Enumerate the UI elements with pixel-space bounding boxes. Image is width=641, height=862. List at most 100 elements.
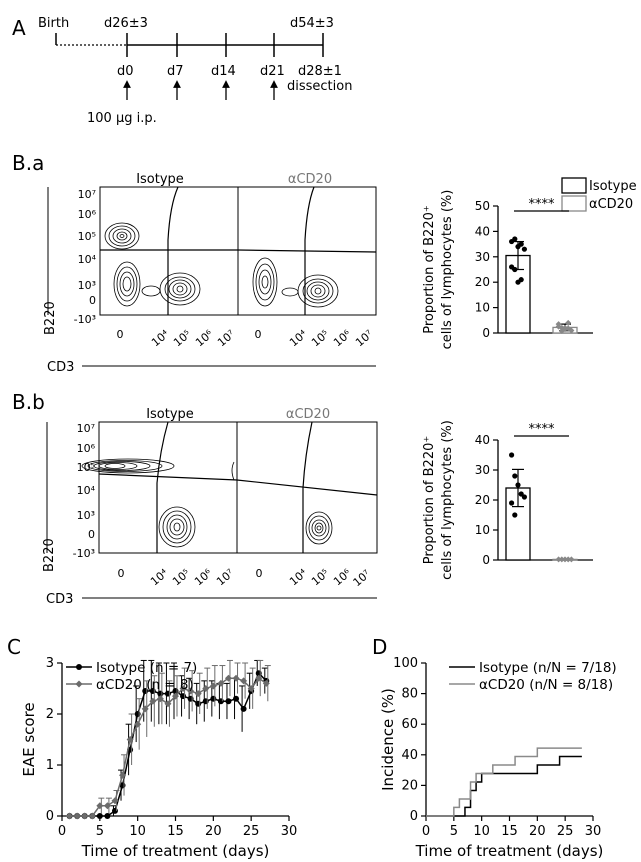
flow-bb-cd20-frame xyxy=(236,421,378,554)
panel-ba-letter: B.a xyxy=(12,151,44,175)
flow-bb-y-ticks: 10⁷ 10⁶ 10⁵ 10⁴ 10³ 0 -10³ xyxy=(73,422,96,560)
flow-ba-cd20-frame xyxy=(237,186,377,316)
flow-bb-ytick-4: 10³ xyxy=(77,509,95,522)
bar-ba-point-0-8 xyxy=(518,277,524,283)
panel-bb-flow: B.b Isotype αCD20 10⁷ 10⁶ 10⁵ 10⁴ 10³ 0 … xyxy=(12,390,378,607)
line-c-point-0-21 xyxy=(225,698,232,705)
line-c-legend-label-1: αCD20 (n = 8) xyxy=(96,677,194,693)
line-c-point-1-4 xyxy=(96,802,104,810)
line-c-point-1-1 xyxy=(73,812,81,820)
bar-bb-sig-label: **** xyxy=(529,422,556,437)
bar-bb-point-1-0 xyxy=(555,556,562,563)
line-d-xtick-label-0: 0 xyxy=(422,824,430,839)
panel-d-letter: D xyxy=(372,635,387,659)
line-c-point-1-19 xyxy=(209,682,217,690)
line-c-ylabel: EAE score xyxy=(20,702,38,776)
flow-bb-x-ticks: 0 10⁴ 10⁵ 10⁶ 10⁷ 0 10⁴ 10⁵ 10⁶ 10⁷ xyxy=(118,566,373,589)
label-day-28: d28±1 xyxy=(298,64,342,79)
label-day-14: d14 xyxy=(211,64,236,79)
line-c-point-1-13 xyxy=(164,700,172,708)
flow-ba-xtick-2: 10⁵ xyxy=(171,327,193,349)
flow-bb-xtick-6: 10⁴ xyxy=(287,566,310,588)
flow-bb-isotype-title: Isotype xyxy=(146,407,194,422)
flow-bb-isotype-frame xyxy=(98,421,238,554)
flow-bb-xlabel: CD3 xyxy=(46,592,73,607)
bar-ba-point-1-5 xyxy=(555,323,562,330)
legend-isotype-label: Isotype xyxy=(589,179,637,194)
line-c-point-1-11 xyxy=(149,697,157,705)
bar-bb-point-0-1 xyxy=(512,473,518,479)
label-day-7: d7 xyxy=(167,64,184,79)
line-c-xtick-label-2: 10 xyxy=(129,824,146,839)
bar-ba-ytick-label-4: 40 xyxy=(475,224,490,238)
bar-ba-point-1-3 xyxy=(565,319,572,326)
label-dissection: dissection xyxy=(287,79,352,94)
flow-ba-xtick-6: 10⁴ xyxy=(287,327,310,349)
line-d-ytick-label-3: 60 xyxy=(401,717,418,732)
line-c-point-1-21 xyxy=(224,674,232,682)
bar-ba-point-1-8 xyxy=(565,325,572,332)
bar-ba-ytick-label-3: 30 xyxy=(475,250,490,264)
flow-bb-cd20-title: αCD20 xyxy=(286,407,330,422)
bar-bb-ytick-label-2: 20 xyxy=(475,493,490,507)
line-c-point-1-10 xyxy=(141,705,149,713)
line-c-point-0-19 xyxy=(210,695,217,702)
flow-bb-ytick-1: 10⁶ xyxy=(77,442,96,455)
line-c-point-1-9 xyxy=(134,720,142,728)
line-d-xtick-label-6: 30 xyxy=(585,824,602,839)
line-c-point-0-22 xyxy=(233,695,240,702)
label-d54: d54±3 xyxy=(290,16,334,31)
bar-ba-ytick-label-1: 10 xyxy=(475,301,490,315)
line-c-point-1-15 xyxy=(179,685,187,692)
bar-bb-ytick-label-0: 0 xyxy=(482,553,490,567)
flow-bb-xtick-8: 10⁶ xyxy=(331,566,354,588)
flow-bb-xtick-9: 10⁷ xyxy=(351,567,373,589)
flow-ba-isotype-title: Isotype xyxy=(136,172,184,187)
flow-bb-ylabel: B220 xyxy=(42,538,57,572)
line-d-legend-label-0: Isotype (n/N = 7/18) xyxy=(479,660,617,676)
flow-ba-ytick-4: 10³ xyxy=(78,279,96,292)
line-d-xlabel: Time of treatment (days) xyxy=(415,842,604,860)
bar-ba-ytick-label-0: 0 xyxy=(482,326,490,340)
line-d-ytick-label-2: 40 xyxy=(401,748,418,763)
line-c-point-1-25 xyxy=(255,674,263,682)
line-c-xlabel: Time of treatment (days) xyxy=(81,842,270,860)
flow-bb-xtick-5: 0 xyxy=(256,567,263,580)
flow-bb-xtick-7: 10⁵ xyxy=(309,566,331,588)
label-d26: d26±3 xyxy=(104,16,148,31)
flow-bb-cd20-gate xyxy=(236,421,378,553)
bar-bb-point-0-6 xyxy=(512,512,518,518)
flow-bb-xtick-2: 10⁵ xyxy=(170,566,192,588)
flow-ba-xtick-0: 0 xyxy=(117,328,124,341)
line-c-point-0-17 xyxy=(195,700,202,707)
line-c-xtick-label-4: 20 xyxy=(205,824,222,839)
legend-cd20-swatch xyxy=(561,195,587,212)
line-c-ytick-label-0: 0 xyxy=(46,809,54,824)
line-d-ytick-label-1: 20 xyxy=(401,778,418,793)
flow-ba-ylabel: B220 xyxy=(43,301,58,335)
line-d-xtick-label-2: 10 xyxy=(473,824,490,839)
flow-ba-ytick-6: -10³ xyxy=(74,313,96,326)
panel-ba-flow: B.a Isotype αCD20 10⁷ 10⁶ 10⁵ 10⁴ 10³ 0 xyxy=(12,151,377,375)
bar-bb-ytick-label-1: 10 xyxy=(475,523,490,537)
line-c-point-0-9 xyxy=(134,711,141,717)
flow-ba-ytick-3: 10⁴ xyxy=(78,253,97,266)
flow-bb-ytick-5: 0 xyxy=(88,528,95,541)
flow-bb-xtick-0: 0 xyxy=(118,567,125,580)
flow-ba-xtick-5: 0 xyxy=(255,328,262,341)
flow-ba-ytick-0: 10⁷ xyxy=(78,188,96,201)
bar-bb-ytick-label-4: 40 xyxy=(475,433,490,447)
bar-chart-ba: 0 10 20 30 40 50 Proportion of B220⁺ cells of l… xyxy=(422,190,593,349)
line-chart-d: 0 5 10 15 20 25 30 0 20 40 60 80 100 Time of treatmen… xyxy=(379,656,617,860)
bar-bb-point-1-2 xyxy=(562,556,568,563)
line-d-xtick-label-4: 20 xyxy=(529,824,546,839)
line-c-point-1-24 xyxy=(247,685,255,692)
line-d-xtick-label-3: 15 xyxy=(501,824,518,839)
line-d-ylabel: Incidence (%) xyxy=(379,688,397,791)
bar-ba-ytick-label-2: 20 xyxy=(475,275,490,289)
label-dose: 100 µg i.p. xyxy=(87,111,157,126)
line-c-legend-marker-1 xyxy=(75,680,83,688)
line-c-point-0-6 xyxy=(111,807,118,814)
line-c-legend-marker-0 xyxy=(76,664,82,670)
